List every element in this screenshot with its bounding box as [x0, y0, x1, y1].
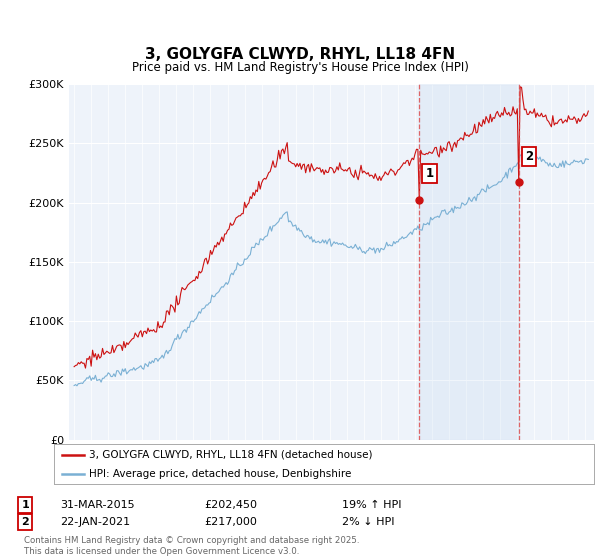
Text: £217,000: £217,000	[204, 517, 257, 527]
Text: 22-JAN-2021: 22-JAN-2021	[60, 517, 130, 527]
Text: £202,450: £202,450	[204, 500, 257, 510]
Text: 1: 1	[22, 500, 29, 510]
Text: Contains HM Land Registry data © Crown copyright and database right 2025.
This d: Contains HM Land Registry data © Crown c…	[24, 536, 359, 556]
Text: HPI: Average price, detached house, Denbighshire: HPI: Average price, detached house, Denb…	[89, 469, 352, 478]
Text: 1: 1	[425, 167, 434, 180]
Text: 19% ↑ HPI: 19% ↑ HPI	[342, 500, 401, 510]
Text: 31-MAR-2015: 31-MAR-2015	[60, 500, 134, 510]
Text: 2: 2	[22, 517, 29, 527]
Text: Price paid vs. HM Land Registry's House Price Index (HPI): Price paid vs. HM Land Registry's House …	[131, 60, 469, 74]
Text: 2: 2	[525, 150, 533, 163]
Text: 2% ↓ HPI: 2% ↓ HPI	[342, 517, 395, 527]
Text: 3, GOLYGFA CLWYD, RHYL, LL18 4FN (detached house): 3, GOLYGFA CLWYD, RHYL, LL18 4FN (detach…	[89, 450, 373, 460]
Text: 3, GOLYGFA CLWYD, RHYL, LL18 4FN: 3, GOLYGFA CLWYD, RHYL, LL18 4FN	[145, 47, 455, 62]
Bar	[419, 84, 518, 440]
